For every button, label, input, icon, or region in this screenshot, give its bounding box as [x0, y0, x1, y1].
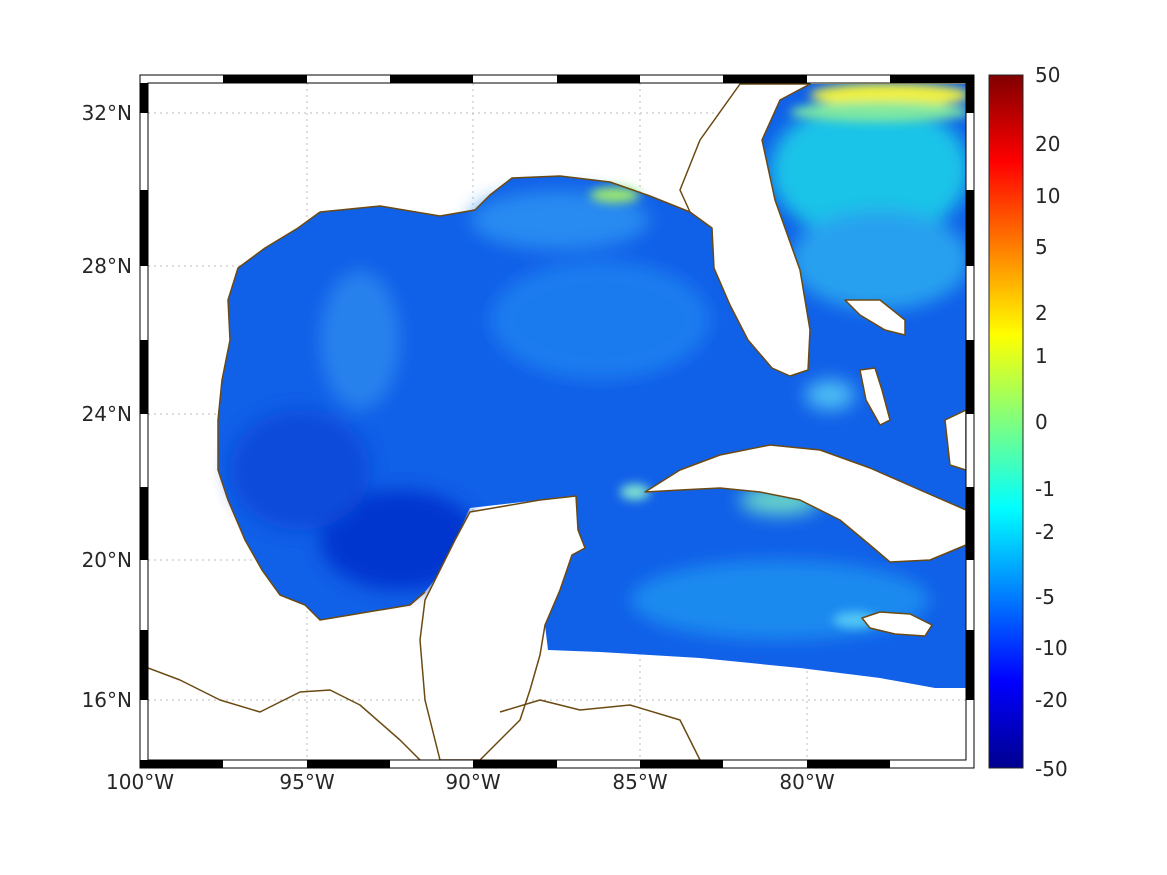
colorbar-label: -50	[1035, 757, 1068, 781]
atlantic-yellow	[810, 83, 966, 107]
colorbar-label: 10	[1035, 184, 1060, 208]
colorbar-label: 5	[1035, 235, 1048, 259]
colorbar-label: 2	[1035, 301, 1048, 325]
colorbar: 50 20 10 5 2 1 0 -1 -2 -5 -10 -20 -50	[988, 63, 1068, 781]
colorbar-label: -2	[1035, 520, 1055, 544]
atlantic-green	[790, 102, 966, 122]
colorbar-labels: 50 20 10 5 2 1 0 -1 -2 -5 -10 -20 -50	[1035, 63, 1068, 781]
ocean-data-field	[218, 83, 966, 688]
x-tick-label: 95°W	[279, 770, 334, 794]
jamaica-island	[861, 611, 933, 637]
panhandle-green	[590, 187, 640, 203]
y-tick-label: 24°N	[82, 402, 132, 426]
y-tick-label: 16°N	[82, 688, 132, 712]
mainland-coastline	[148, 175, 701, 760]
lighter-west-streak	[320, 270, 400, 410]
x-tick-labels: 100°W 95°W 90°W 85°W 80°W	[106, 770, 835, 794]
deep-blue-campeche	[320, 490, 480, 590]
x-tick-label: 80°W	[779, 770, 834, 794]
colorbar-label: -1	[1035, 477, 1055, 501]
colorbar-label: -10	[1035, 636, 1068, 660]
lighter-north-gulf	[470, 190, 650, 250]
y-tick-labels: 32°N 28°N 24°N 20°N 16°N	[82, 101, 132, 712]
x-tick-label: 90°W	[445, 770, 500, 794]
colorbar-label: 1	[1035, 344, 1048, 368]
bahamas-light	[805, 380, 855, 410]
map-frame	[139, 74, 975, 769]
bahamas-islands	[844, 299, 906, 336]
yucatan-peninsula	[419, 495, 586, 760]
hispaniola-edge	[944, 409, 966, 471]
lighter-central-gulf	[490, 260, 710, 380]
cuba-island	[644, 444, 966, 563]
colorbar-gradient	[988, 74, 1024, 769]
colorbar-label: -20	[1035, 688, 1068, 712]
x-tick-label: 100°W	[106, 770, 174, 794]
colorbar-label: -5	[1035, 585, 1055, 609]
florida-peninsula	[679, 83, 811, 377]
y-tick-label: 28°N	[82, 254, 132, 278]
x-tick-label: 85°W	[612, 770, 667, 794]
colorbar-label: 0	[1035, 410, 1048, 434]
atlantic-cyan	[770, 100, 966, 240]
y-tick-label: 32°N	[82, 101, 132, 125]
colorbar-label: 50	[1035, 63, 1060, 87]
deep-blue-west-gulf	[230, 410, 370, 530]
cuba-west-light	[620, 484, 650, 500]
coastlines	[419, 83, 966, 760]
atlantic-light	[790, 210, 966, 310]
andros-island	[859, 367, 891, 426]
y-tick-label: 20°N	[82, 548, 132, 572]
colorbar-label: 20	[1035, 132, 1060, 156]
